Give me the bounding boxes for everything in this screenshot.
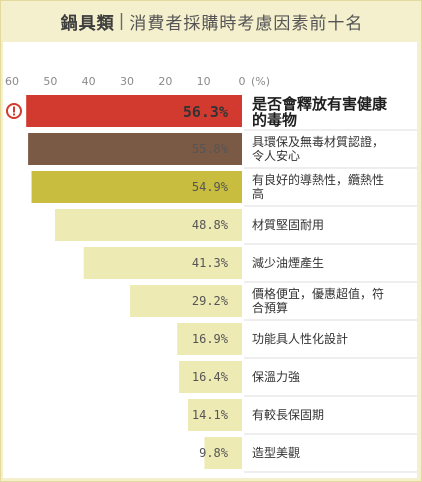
category-label: 高	[252, 186, 264, 201]
value-label: 41.3%	[192, 256, 229, 270]
bar	[187, 399, 242, 431]
value-label: 29.2%	[192, 294, 229, 308]
value-label: 48.8%	[192, 218, 229, 232]
value-label: 16.9%	[192, 332, 229, 346]
bar	[28, 133, 242, 165]
category-label: 令人安心	[252, 148, 300, 163]
category-label: 功能具人性化設計	[252, 331, 348, 346]
value-label: 55.8%	[192, 142, 229, 156]
value-label: 16.4%	[192, 370, 229, 384]
x-unit-label: (%)	[251, 75, 270, 88]
bar	[179, 361, 242, 393]
value-label: 14.1%	[192, 408, 229, 422]
exclamation-mark-dot	[13, 113, 15, 116]
title-separator: |	[118, 11, 126, 31]
x-tick-label: 0	[239, 75, 246, 88]
title-subtitle: 消費者採購時考慮因素前十名	[129, 13, 364, 34]
bar	[31, 171, 242, 203]
bar	[177, 323, 242, 355]
category-label: 材質堅固耐用	[252, 217, 324, 232]
exclamation-mark-stem	[13, 106, 15, 113]
bar	[26, 95, 242, 127]
category-label: 減少油煙產生	[252, 255, 324, 270]
x-tick-label: 40	[82, 75, 96, 88]
x-tick-label: 20	[158, 75, 172, 88]
category-label: 是否會釋放有害健康	[251, 95, 388, 113]
bar	[83, 247, 242, 279]
category-label: 的毒物	[252, 111, 297, 129]
bar	[130, 285, 242, 317]
value-label: 56.3%	[183, 103, 228, 121]
category-label: 保溫力強	[252, 370, 300, 384]
category-label: 價格便宜，優惠超值，符	[252, 286, 384, 301]
title-main: 鍋具類	[60, 13, 115, 34]
x-tick-label: 10	[197, 75, 211, 88]
category-label: 有良好的導熱性，纜熱性	[252, 172, 384, 187]
bar	[204, 437, 242, 469]
x-tick-label: 60	[5, 75, 19, 88]
bar	[54, 209, 242, 241]
chart-title: 鍋具類 | 消費者採購時考慮因素前十名	[1, 1, 422, 41]
category-label: 造型美觀	[252, 446, 300, 460]
x-tick-label: 30	[120, 75, 134, 88]
value-label: 54.9%	[192, 180, 229, 194]
category-label: 具環保及無毒材質認證，	[252, 134, 384, 149]
category-label: 有較長保固期	[252, 407, 324, 422]
value-label: 9.8%	[199, 446, 229, 460]
category-label: 合預算	[252, 300, 288, 315]
x-tick-label: 50	[43, 75, 57, 88]
